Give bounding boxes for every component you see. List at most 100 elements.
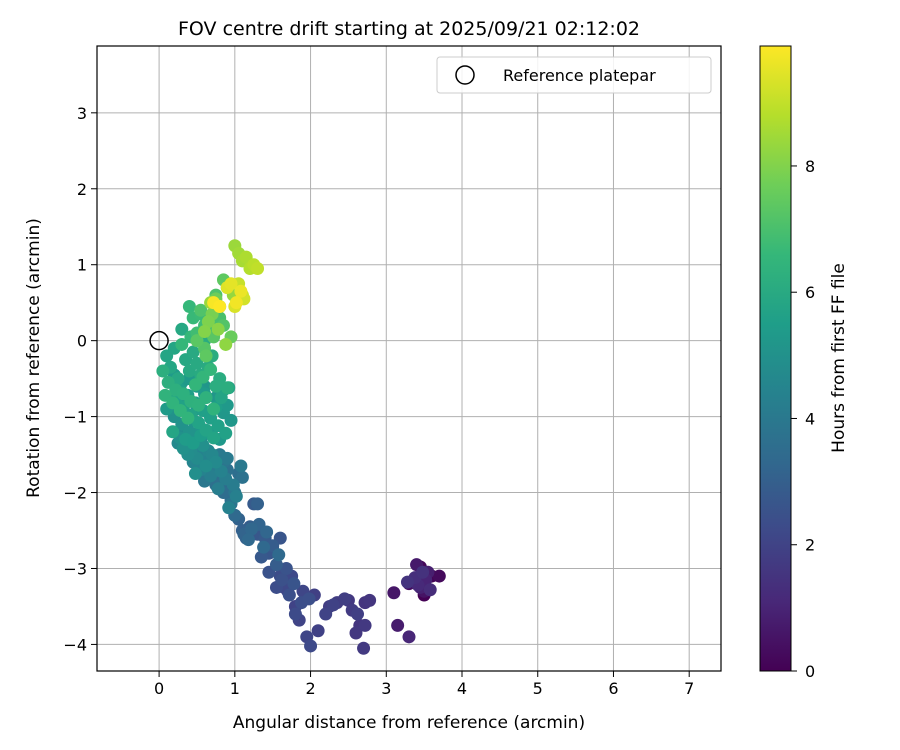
x-tick-label: 6 [608, 679, 618, 698]
data-point [207, 402, 221, 416]
data-point [358, 618, 372, 632]
data-point [229, 489, 243, 503]
data-point [213, 299, 227, 313]
data-point [175, 337, 189, 351]
legend-entry-reference-platepar: Reference platepar [503, 66, 656, 85]
data-point [402, 630, 416, 644]
x-tick-label: 5 [533, 679, 543, 698]
x-axis-ticks: 0 1 2 3 4 5 6 7 [154, 671, 694, 698]
data-point [166, 425, 180, 439]
data-point [432, 569, 446, 583]
data-point [214, 391, 228, 405]
data-point [244, 522, 258, 536]
colorbar-tick-label: 8 [805, 157, 815, 176]
x-tick-label: 7 [684, 679, 694, 698]
data-point [190, 356, 204, 370]
data-point [220, 381, 234, 395]
data-point [196, 438, 210, 452]
x-tick-label: 0 [154, 679, 164, 698]
data-point [302, 592, 316, 606]
data-point [257, 540, 271, 554]
data-points [156, 239, 446, 655]
colorbar-tick-label: 2 [805, 536, 815, 555]
y-tick-label: 1 [77, 256, 87, 275]
data-point [279, 561, 293, 575]
data-point [199, 391, 213, 405]
data-point [207, 431, 221, 445]
data-point [224, 277, 238, 291]
x-tick-label: 4 [457, 679, 467, 698]
y-tick-label: −2 [63, 484, 87, 503]
data-point [287, 577, 301, 591]
data-point [219, 337, 233, 351]
data-point [400, 575, 414, 589]
data-point [235, 470, 249, 484]
y-axis-label: Rotation from reference (arcmin) [24, 218, 44, 498]
data-point [282, 588, 296, 602]
x-tick-label: 2 [305, 679, 315, 698]
colorbar-gradient [759, 45, 792, 672]
data-point [201, 315, 215, 329]
y-tick-label: 3 [77, 104, 87, 123]
data-point [204, 469, 218, 483]
y-tick-label: 2 [77, 180, 87, 199]
data-point [338, 592, 352, 606]
data-point [222, 501, 236, 515]
data-point [181, 411, 195, 425]
data-point [269, 558, 283, 572]
colorbar-tick-label: 4 [805, 409, 815, 428]
data-point [416, 565, 430, 579]
data-point [363, 593, 377, 607]
x-tick-label: 3 [381, 679, 391, 698]
data-point [220, 451, 234, 465]
data-point [156, 364, 170, 378]
data-point [391, 618, 405, 632]
y-tick-label: −3 [63, 559, 87, 578]
data-point [209, 455, 223, 469]
data-point [204, 363, 218, 377]
y-tick-label: −4 [63, 635, 87, 654]
data-point [326, 598, 340, 612]
y-axis-ticks: −4 −3 −2 −1 0 1 2 3 [63, 104, 97, 654]
data-point [194, 303, 208, 317]
data-point [175, 322, 189, 336]
data-point [219, 426, 233, 440]
data-point [311, 624, 325, 638]
data-point [171, 372, 185, 386]
legend-marker [455, 65, 475, 85]
data-point [188, 467, 202, 481]
data-point [260, 525, 274, 539]
data-point [423, 583, 437, 597]
chart-title: FOV centre drift starting at 2025/09/21 … [178, 18, 640, 40]
data-point [251, 262, 265, 276]
data-point [209, 379, 223, 393]
data-point [211, 482, 225, 496]
data-point [234, 284, 248, 298]
x-axis-label: Angular distance from reference (arcmin) [233, 713, 585, 733]
data-point [199, 459, 213, 473]
data-point [275, 573, 289, 587]
data-point [288, 607, 302, 621]
colorbar-tick-label: 0 [805, 662, 815, 681]
reference-platepar-marker [149, 330, 169, 351]
data-point [272, 548, 286, 562]
y-tick-label: −1 [63, 408, 87, 427]
data-point [387, 586, 401, 600]
data-point [182, 299, 196, 313]
data-point [357, 641, 371, 655]
data-point [224, 413, 238, 427]
data-point [349, 626, 363, 640]
y-tick-label: 0 [77, 332, 87, 351]
legend-box [436, 56, 712, 94]
legend: Reference platepar [436, 56, 712, 94]
x-tick-label: 1 [230, 679, 240, 698]
data-point [199, 349, 213, 363]
data-point [229, 296, 243, 310]
data-point [251, 497, 265, 511]
colorbar-ticks: 0 2 4 6 8 [791, 157, 815, 681]
data-point [351, 607, 365, 621]
data-point [254, 550, 268, 564]
data-point [190, 334, 204, 348]
data-point [304, 639, 318, 653]
